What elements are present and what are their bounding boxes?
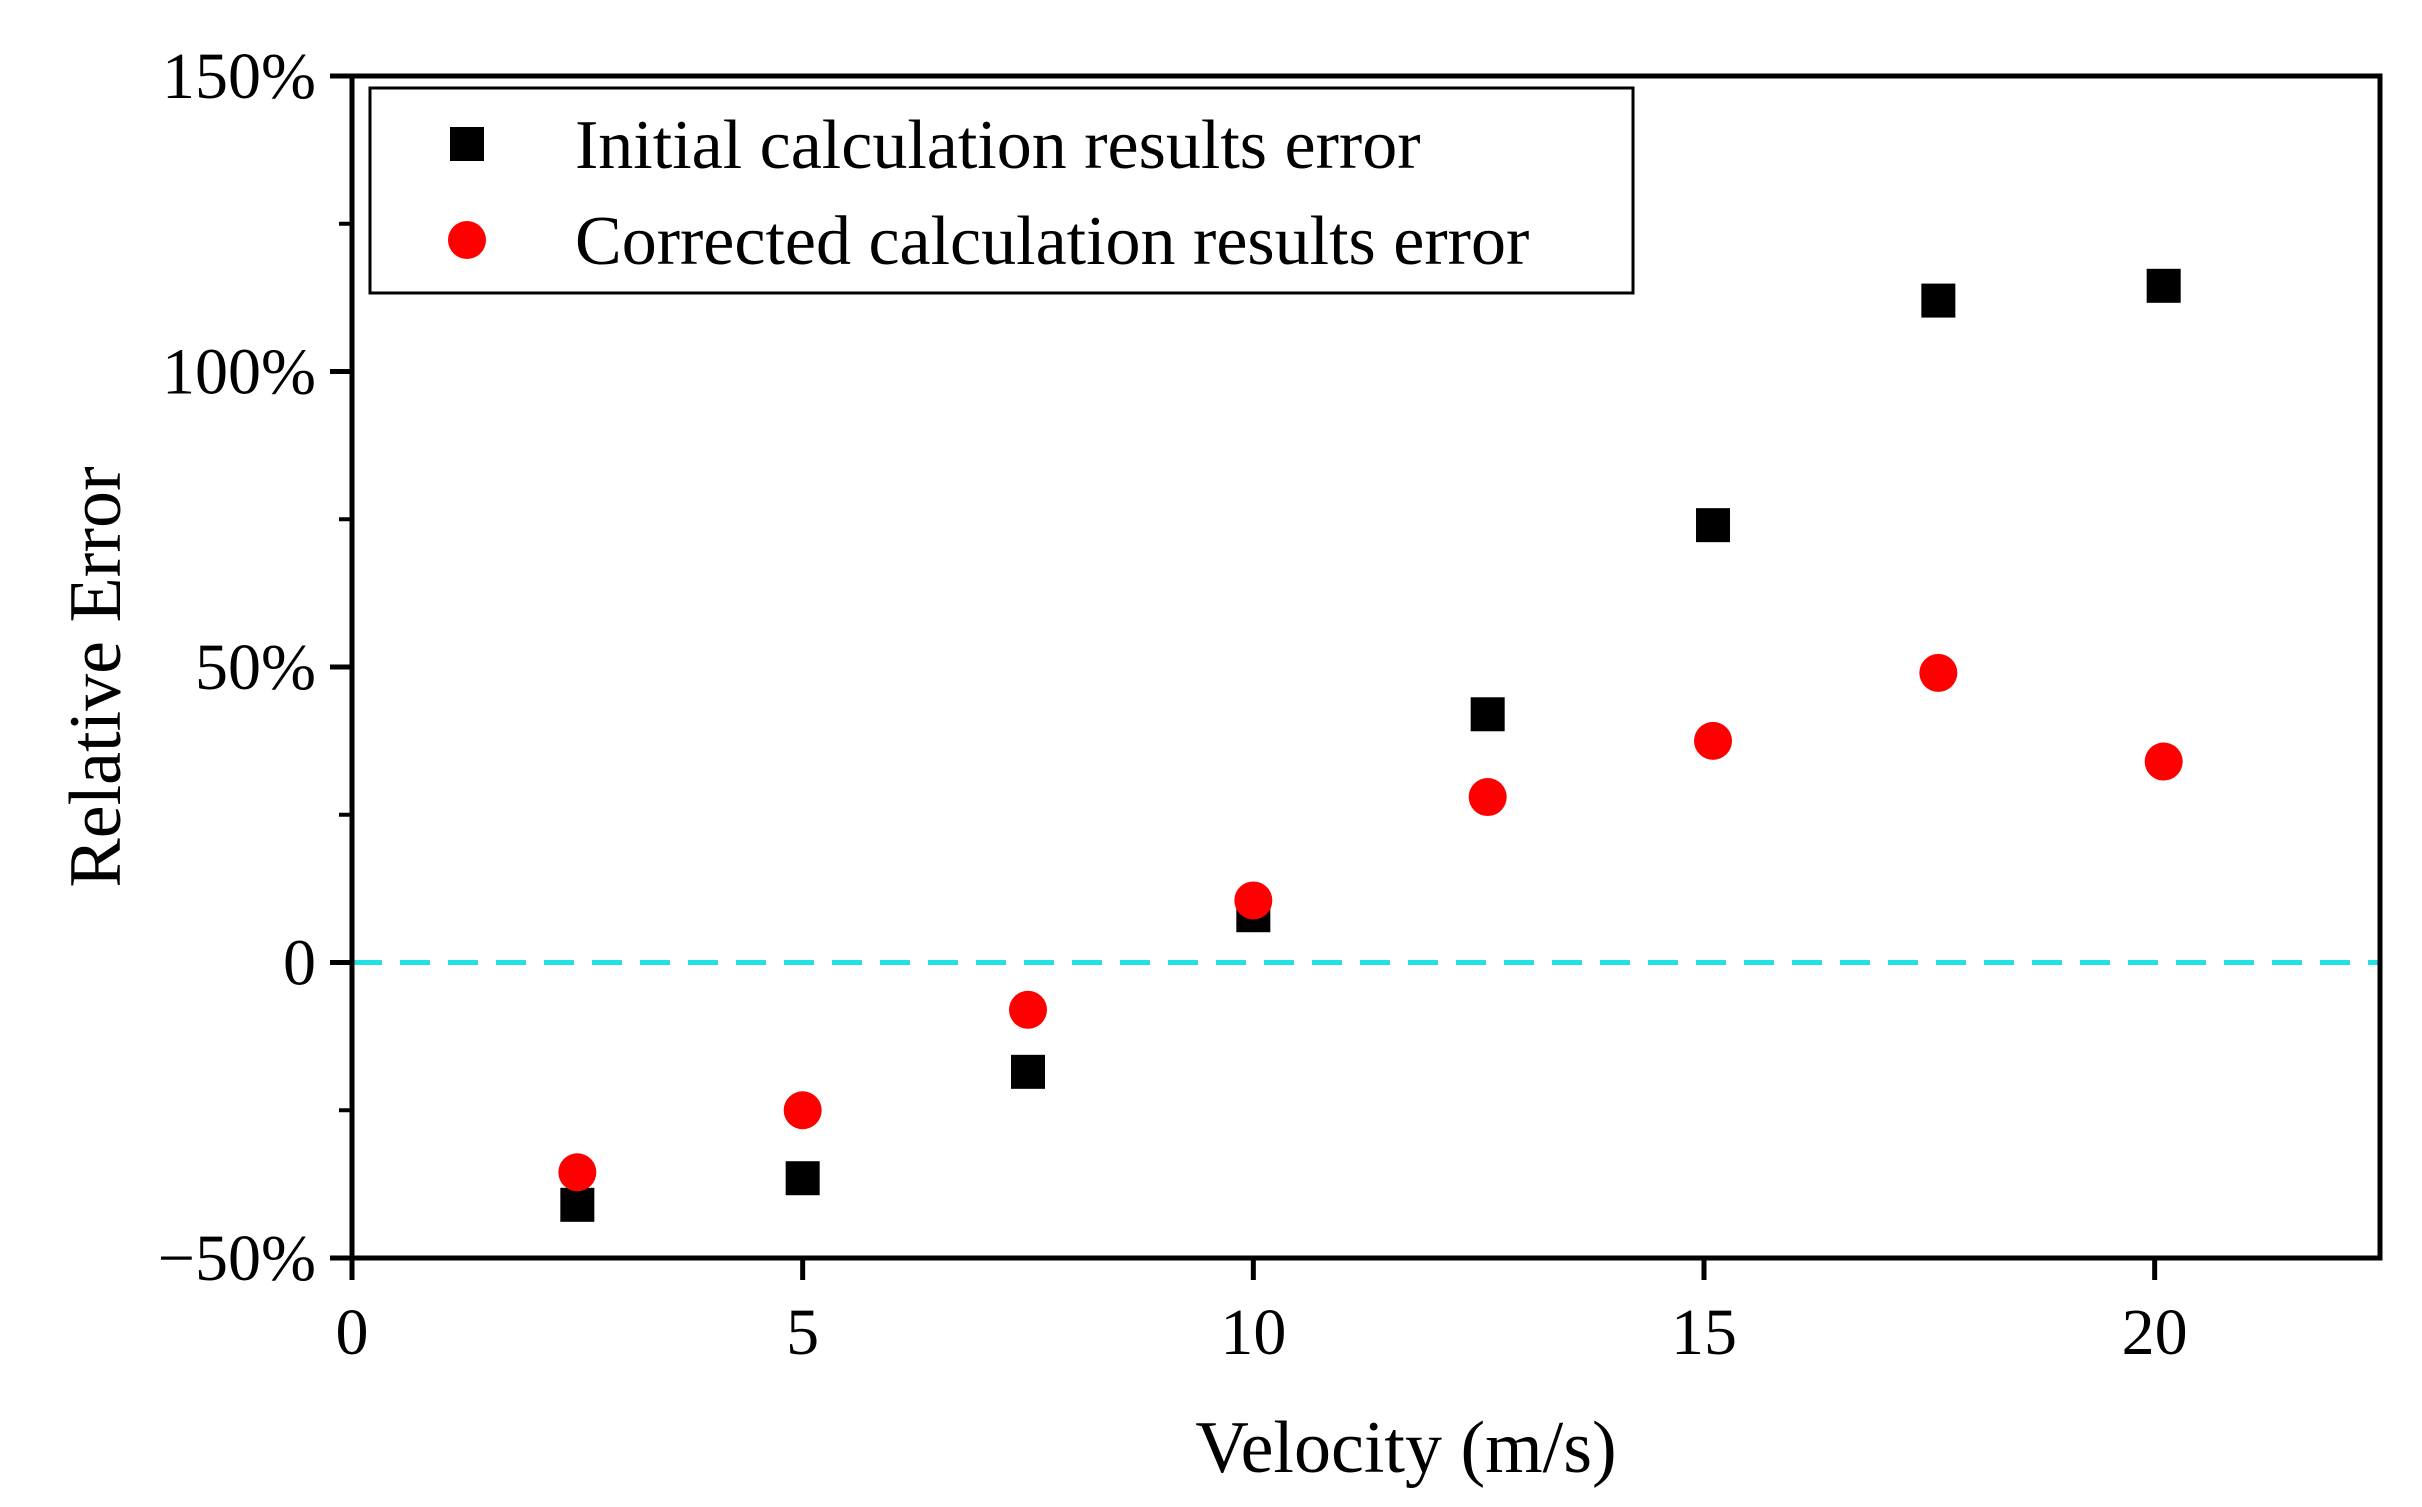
legend-label-corrected: Corrected calculation results error [575,203,1529,280]
corrected-error-point [1694,721,1733,760]
initial-error-point [1470,697,1505,732]
x-tick-label: 0 [336,1296,369,1369]
y-tick-label: 150% [162,40,316,113]
corrected-error-point [1468,778,1507,817]
initial-error-point [1011,1054,1045,1089]
initial-error-point [2146,268,2181,303]
y-tick-label: −50% [158,1222,316,1295]
corrected-error-point [1009,990,1047,1029]
corrected-error-point [2144,742,2183,781]
corrected-error-point [783,1091,822,1130]
series-corrected-error [558,653,2183,1192]
x-tick-label: 15 [1671,1296,1737,1369]
x-tick-label: 5 [786,1296,819,1369]
x-axis-title: Velocity (m/s) [1195,1407,1616,1489]
legend-marker-corrected [448,221,486,259]
legend-label-initial: Initial calculation results error [575,107,1421,184]
legend-box [368,86,1635,295]
y-tick-label: 100% [162,336,316,409]
initial-error-point [560,1187,595,1222]
corrected-error-point [1234,881,1273,920]
initial-error-point [1696,508,1731,543]
x-tick-label: 10 [1220,1296,1286,1369]
corrected-error-point [1919,653,1958,692]
y-axis-title: Relative Error [55,466,137,887]
y-tick-label: 50% [195,631,316,704]
initial-error-point [1921,283,1956,318]
x-tick-label: 20 [2122,1296,2188,1369]
y-tick-label: 0 [283,927,316,1000]
corrected-error-point [558,1153,597,1192]
series-initial-error [560,268,2181,1222]
legend-marker-initial [450,127,484,161]
initial-error-point [785,1161,820,1196]
